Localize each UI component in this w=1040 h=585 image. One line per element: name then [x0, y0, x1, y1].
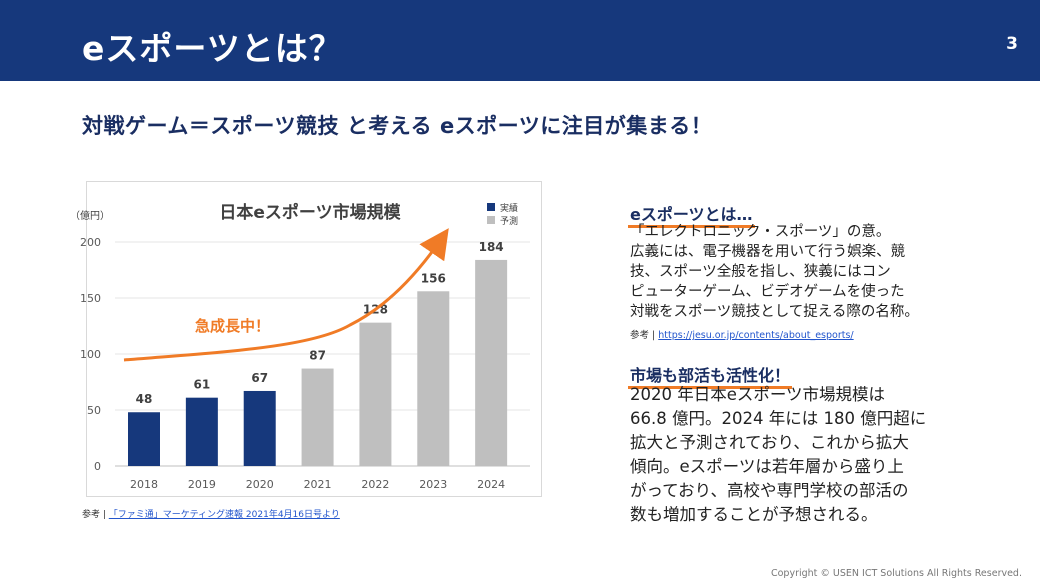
page-number: 3 [1006, 34, 1018, 54]
definition-line: 「エレクトロニック・スポーツ」の意。 [630, 224, 891, 240]
definition-line: 技、スポーツ全般を指し、狭義にはコン [630, 264, 891, 280]
section-heading-text: 市場も部活も活性化！ [630, 366, 791, 385]
section-heading-esports: eスポーツとは… [628, 201, 755, 228]
header-bar: eスポーツとは？ 3 [0, 0, 1040, 81]
chart-source-note: 参考 | 「ファミ通」マーケティング速報 2021年4月16日号より [82, 507, 340, 520]
market-line: 傾向。eスポーツは若年層から盛り上 [630, 457, 904, 476]
definition-line: ピューターゲーム、ビデオゲームを使った [630, 284, 905, 300]
source-link[interactable]: 「ファミ通」マーケティング速報 2021年4月16日号より [108, 510, 340, 520]
source-label: 参考 | [82, 510, 106, 520]
market-line: 66.8 億円。2024 年には 180 億円超に [630, 409, 927, 428]
market-line: 拡大と予測されており、これから拡大 [630, 433, 909, 452]
heading-underline [628, 225, 755, 228]
section-heading-market: 市場も部活も活性化！ [628, 362, 793, 389]
reference-label: 参考 | [630, 330, 656, 341]
market-line: 数も増加することが予想される。 [630, 505, 878, 524]
market-line: 2020 年日本eスポーツ市場規模は [630, 385, 886, 404]
definition-reference: 参考 | https://jesu.or.jp/contents/about_e… [630, 327, 854, 341]
copyright-notice: Copyright © USEN ICT Solutions All Right… [770, 568, 1022, 579]
definition-line: 広義には、電子機器を用いて行う娯楽、競 [630, 244, 906, 260]
chart-frame [86, 181, 542, 497]
page-title: eスポーツとは？ [82, 29, 343, 68]
esports-definition: 「エレクトロニック・スポーツ」の意。 広義には、電子機器を用いて行う娯楽、競 技… [630, 222, 980, 322]
market-description: 2020 年日本eスポーツ市場規模は 66.8 億円。2024 年には 180 … [630, 383, 970, 527]
reference-link[interactable]: https://jesu.or.jp/contents/about_esport… [658, 330, 854, 341]
slide-subtitle: 対戦ゲーム＝スポーツ競技 と考える eスポーツに注目が集まる！ [82, 114, 713, 138]
market-line: がっており、高校や専門学校の部活の [630, 481, 909, 500]
definition-line: 対戦をスポーツ競技として捉える際の名称。 [630, 304, 919, 320]
heading-underline [628, 386, 793, 389]
section-heading-text: eスポーツとは… [630, 205, 753, 224]
